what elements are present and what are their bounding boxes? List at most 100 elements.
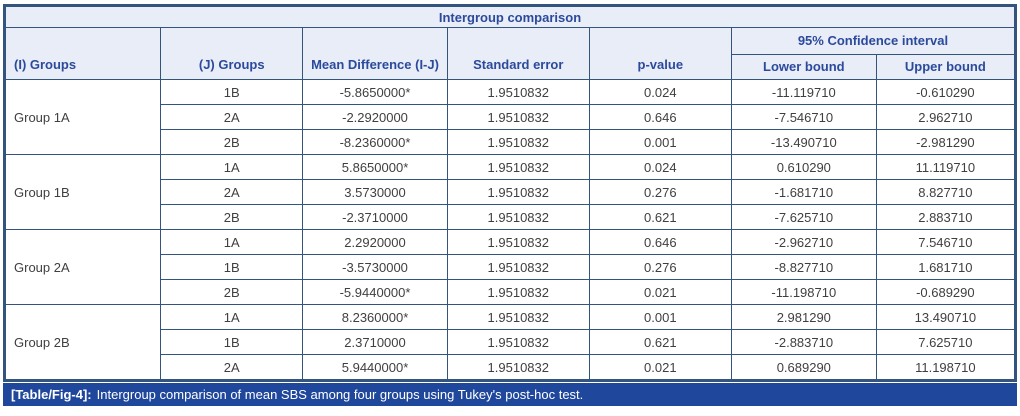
mean-difference-cell: -3.5730000: [302, 254, 448, 280]
table-row: 2B -2.3710000 1.9510832 0.621 -7.625710 …: [6, 204, 1016, 230]
lower-bound-cell: 0.689290: [730, 354, 877, 380]
lower-bound-cell: -2.962710: [730, 229, 877, 255]
table-row: Group 1A 1B -5.8650000* 1.9510832 0.024 …: [4, 79, 1016, 155]
standard-error-cell: 1.9510832: [446, 154, 590, 180]
col-header-lower-bound: Lower bound: [730, 53, 877, 80]
p-value-cell: 0.001: [588, 129, 732, 155]
col-header-p-value: p-value: [588, 27, 732, 80]
standard-error-cell: 1.9510832: [446, 329, 590, 355]
table-title: Intergroup comparison: [5, 6, 1015, 28]
lower-bound-cell: -11.119710: [730, 79, 877, 105]
table-row: 2A 3.5730000 1.9510832 0.276 -1.681710 8…: [6, 179, 1016, 205]
upper-bound-cell: 2.962710: [875, 104, 1016, 130]
col-header-j-groups: (J) Groups: [160, 27, 304, 80]
lower-bound-cell: 2.981290: [730, 304, 877, 330]
upper-bound-cell: -0.610290: [875, 79, 1016, 105]
j-group-cell: 2B: [160, 129, 304, 155]
col-header-standard-error: Standard error: [446, 27, 590, 80]
standard-error-cell: 1.9510832: [446, 304, 590, 330]
p-value-cell: 0.621: [588, 329, 732, 355]
p-value-cell: 0.021: [588, 354, 732, 380]
standard-error-cell: 1.9510832: [446, 179, 590, 205]
j-group-cell: 1B: [160, 329, 304, 355]
j-group-cell: 1A: [160, 304, 304, 330]
mean-difference-cell: -5.8650000*: [302, 79, 448, 105]
j-group-cell: 2B: [160, 204, 304, 230]
upper-bound-cell: 2.883710: [875, 204, 1016, 230]
mean-difference-cell: -5.9440000*: [302, 279, 448, 305]
table-title-row: Intergroup comparison: [5, 6, 1015, 28]
col-header-confidence-interval: 95% Confidence interval: [730, 27, 1016, 55]
table-row: 2B -8.2360000* 1.9510832 0.001 -13.49071…: [6, 129, 1016, 155]
table-row: Group 2B 1A 8.2360000* 1.9510832 0.001 2…: [4, 304, 1016, 380]
table-body: Group 1A 1B -5.8650000* 1.9510832 0.024 …: [4, 79, 1016, 380]
lower-bound-cell: -11.198710: [730, 279, 877, 305]
standard-error-cell: 1.9510832: [446, 204, 590, 230]
lower-bound-cell: -7.546710: [730, 104, 877, 130]
upper-bound-cell: 1.681710: [875, 254, 1016, 280]
upper-bound-cell: 7.625710: [875, 329, 1016, 355]
standard-error-cell: 1.9510832: [446, 104, 590, 130]
intergroup-comparison-table: Intergroup comparison (I) Groups (J) Gro…: [3, 4, 1017, 382]
col-header-upper-bound: Upper bound: [875, 53, 1016, 80]
mean-difference-cell: 5.9440000*: [302, 354, 448, 380]
figure-caption-label: [Table/Fig-4]:: [11, 387, 92, 402]
p-value-cell: 0.621: [588, 204, 732, 230]
figure-caption-text: Intergroup comparison of mean SBS among …: [96, 387, 584, 402]
upper-bound-cell: -0.689290: [875, 279, 1016, 305]
statistics-table: Intergroup comparison (I) Groups (J) Gro…: [4, 6, 1016, 380]
p-value-cell: 0.024: [588, 79, 732, 105]
group-name-cell: Group 1A: [4, 79, 162, 155]
upper-bound-cell: -2.981290: [875, 129, 1016, 155]
lower-bound-cell: -7.625710: [730, 204, 877, 230]
mean-difference-cell: -2.3710000: [302, 204, 448, 230]
lower-bound-cell: -8.827710: [730, 254, 877, 280]
mean-difference-cell: 3.5730000: [302, 179, 448, 205]
standard-error-cell: 1.9510832: [446, 354, 590, 380]
upper-bound-cell: 8.827710: [875, 179, 1016, 205]
upper-bound-cell: 11.119710: [875, 154, 1016, 180]
group-name-cell: Group 2B: [4, 304, 162, 380]
standard-error-cell: 1.9510832: [446, 79, 590, 105]
j-group-cell: 2A: [160, 179, 304, 205]
standard-error-cell: 1.9510832: [446, 254, 590, 280]
j-group-cell: 2A: [160, 104, 304, 130]
p-value-cell: 0.001: [588, 304, 732, 330]
upper-bound-cell: 7.546710: [875, 229, 1016, 255]
lower-bound-cell: -13.490710: [730, 129, 877, 155]
j-group-cell: 1A: [160, 229, 304, 255]
standard-error-cell: 1.9510832: [446, 229, 590, 255]
col-header-i-groups: (I) Groups: [4, 27, 162, 80]
table-row: Group 1B 1A 5.8650000* 1.9510832 0.024 0…: [4, 154, 1016, 230]
mean-difference-cell: -8.2360000*: [302, 129, 448, 155]
p-value-cell: 0.646: [588, 229, 732, 255]
p-value-cell: 0.646: [588, 104, 732, 130]
p-value-cell: 0.276: [588, 254, 732, 280]
col-header-mean-difference: Mean Difference (I-J): [302, 27, 448, 80]
standard-error-cell: 1.9510832: [446, 279, 590, 305]
j-group-cell: 2B: [160, 279, 304, 305]
group-name-cell: Group 2A: [4, 229, 162, 305]
j-group-cell: 1A: [160, 154, 304, 180]
j-group-cell: 2A: [160, 354, 304, 380]
lower-bound-cell: -2.883710: [730, 329, 877, 355]
lower-bound-cell: 0.610290: [730, 154, 877, 180]
p-value-cell: 0.276: [588, 179, 732, 205]
table-row: Group 2A 1A 2.2920000 1.9510832 0.646 -2…: [4, 229, 1016, 305]
confidence-bounds-header-row: Lower bound Upper bound: [6, 53, 1016, 80]
lower-bound-cell: -1.681710: [730, 179, 877, 205]
mean-difference-cell: -2.2920000: [302, 104, 448, 130]
mean-difference-cell: 2.2920000: [302, 229, 448, 255]
mean-difference-cell: 5.8650000*: [302, 154, 448, 180]
j-group-cell: 1B: [160, 79, 304, 105]
table-row: 1B -3.5730000 1.9510832 0.276 -8.827710 …: [6, 254, 1016, 280]
j-group-cell: 1B: [160, 254, 304, 280]
table-row: 2A -2.2920000 1.9510832 0.646 -7.546710 …: [6, 104, 1016, 130]
column-header-row: (I) Groups (J) Groups Mean Difference (I…: [4, 27, 1016, 80]
upper-bound-cell: 13.490710: [875, 304, 1016, 330]
figure-caption: [Table/Fig-4]: Intergroup comparison of …: [3, 383, 1017, 406]
table-row: 2B -5.9440000* 1.9510832 0.021 -11.19871…: [6, 279, 1016, 305]
standard-error-cell: 1.9510832: [446, 129, 590, 155]
table-row: 2A 5.9440000* 1.9510832 0.021 0.689290 1…: [6, 354, 1016, 380]
